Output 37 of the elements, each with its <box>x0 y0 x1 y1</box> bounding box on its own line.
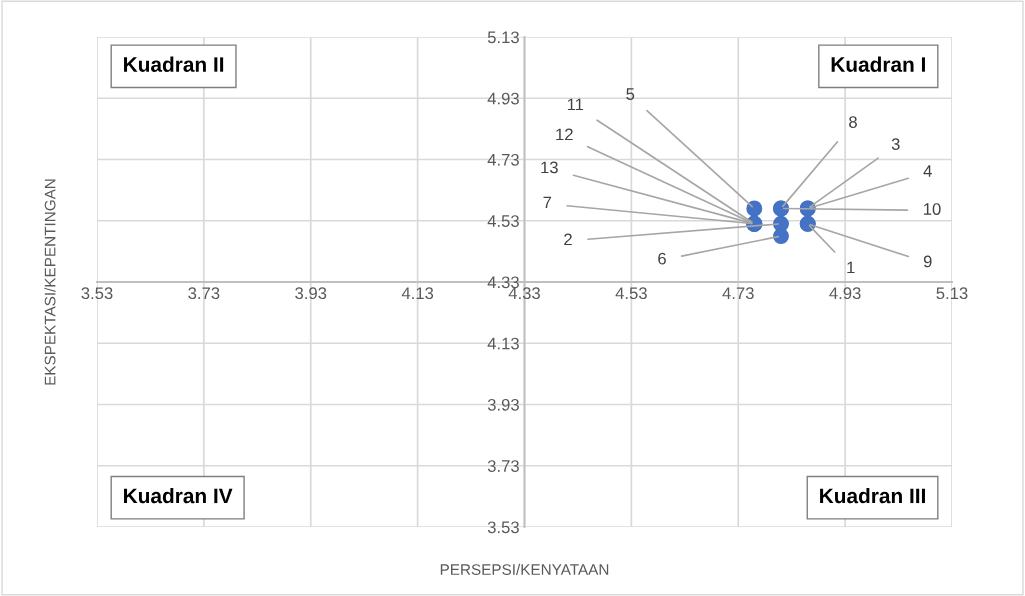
y-tick-label: 4.33 <box>487 276 519 289</box>
annotation: 6 <box>658 252 666 265</box>
x-tick-label: 4.53 <box>615 287 647 300</box>
annotation: Kuadran II <box>124 56 224 72</box>
y-tick-label: 3.93 <box>487 398 519 411</box>
y-tick-label: 3.73 <box>487 460 519 472</box>
annotation: 7 <box>543 196 552 209</box>
annotation: 11 <box>567 98 584 111</box>
x-axis-title: PERSEPSI/KENYATAAN <box>440 563 609 575</box>
y-tick-label: 4.73 <box>487 153 519 166</box>
x-tick-label: 4.93 <box>829 287 861 300</box>
annotation: Kuadran IV <box>124 487 233 504</box>
y-tick-label: 5.13 <box>487 31 519 44</box>
x-tick-label: 4.33 <box>508 287 540 300</box>
annotation: 3 <box>891 138 900 150</box>
x-tick-label: 5.13 <box>936 287 968 300</box>
x-tick-label: 3.93 <box>295 287 327 300</box>
annotation: 9 <box>923 255 932 268</box>
annotation: 12 <box>556 128 573 141</box>
x-tick-label: 4.13 <box>401 287 434 300</box>
annotation: 5 <box>626 88 635 100</box>
annotation: 1 <box>847 261 855 274</box>
y-axis-title: EKSPEKTASI/KEPENTINGAN <box>44 179 56 385</box>
annotation: 10 <box>924 203 941 215</box>
annotation: Kuadran I <box>831 56 925 72</box>
annotation: 2 <box>564 233 572 246</box>
annotation: Kuadran III <box>820 487 925 504</box>
x-tick-label: 3.73 <box>188 287 220 300</box>
y-tick-label: 4.93 <box>487 92 519 105</box>
x-tick-label: 4.73 <box>722 287 754 300</box>
annotation: 13 <box>541 161 558 174</box>
y-tick-label: 3.53 <box>487 521 519 534</box>
y-tick-label: 4.53 <box>487 215 519 227</box>
y-tick-label: 4.13 <box>487 337 519 350</box>
annotation: 8 <box>849 116 857 128</box>
annotation: 4 <box>923 165 932 177</box>
x-tick-label: 3.53 <box>81 287 113 300</box>
